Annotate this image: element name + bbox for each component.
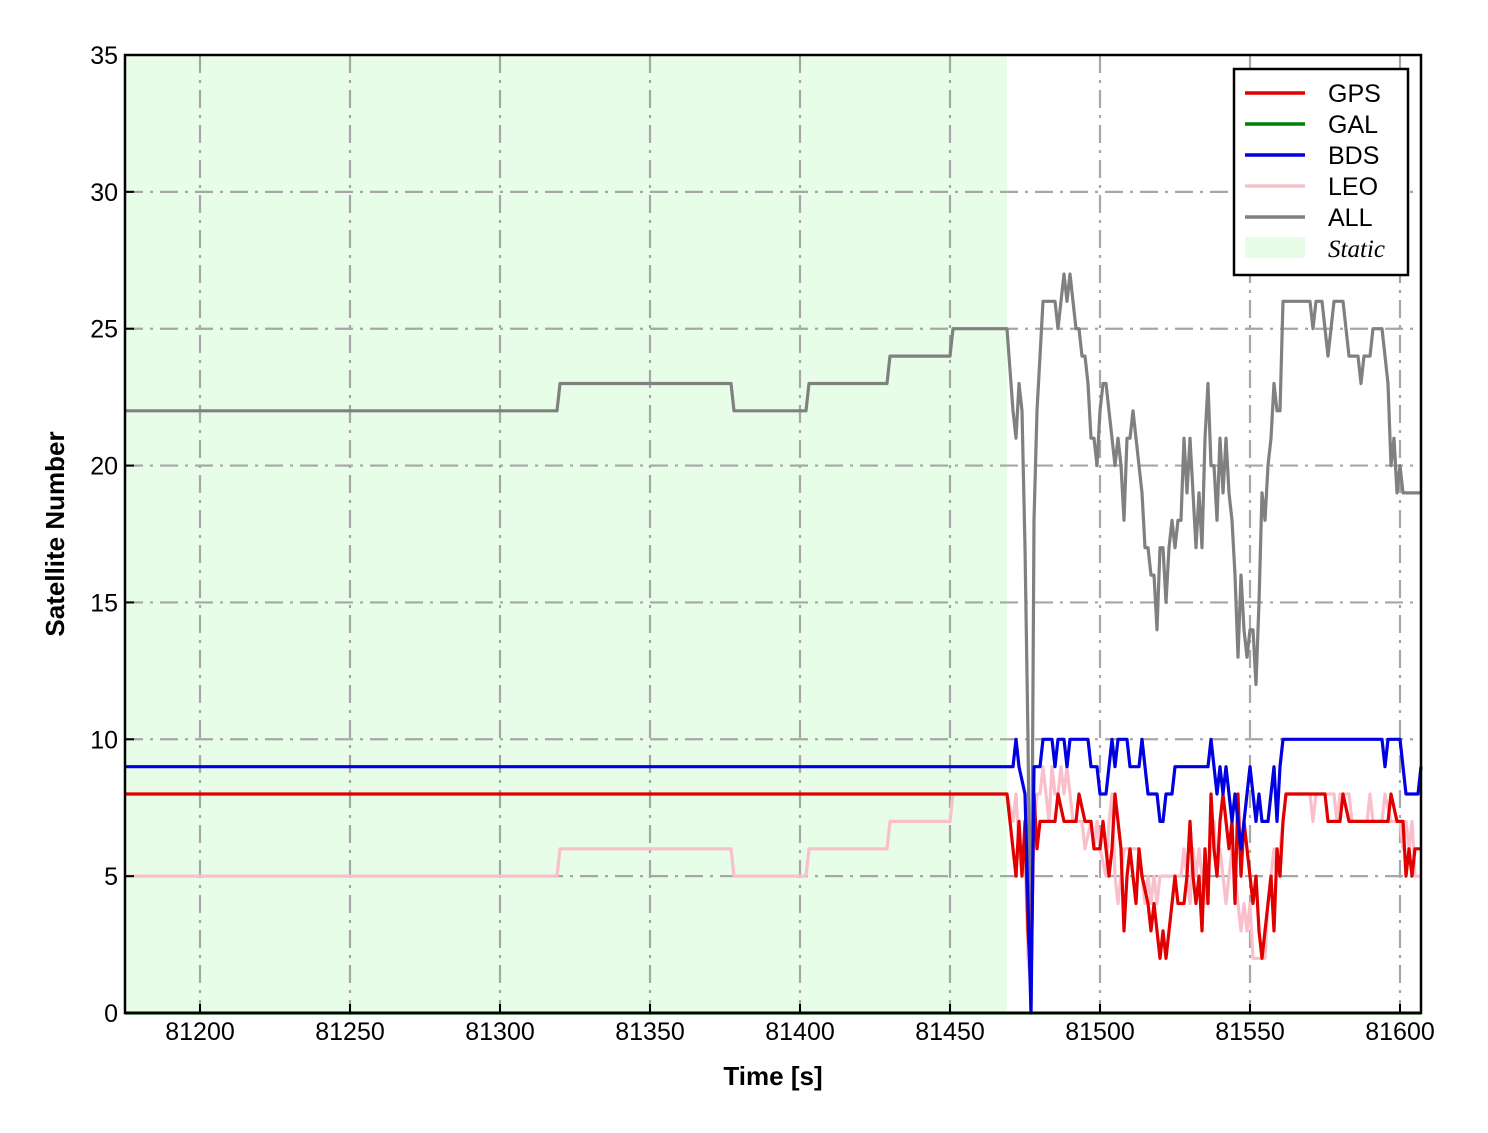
legend-label-static: Static (1328, 236, 1385, 263)
legend-swatch-static (1245, 237, 1305, 258)
x-tick-label: 81450 (915, 1018, 985, 1046)
y-tick-label: 10 (90, 726, 118, 754)
y-tick-label: 25 (90, 316, 118, 344)
x-tick-label: 81300 (465, 1018, 535, 1046)
plot-frame (123, 53, 1423, 1015)
x-tick-label: 81200 (165, 1018, 235, 1046)
x-tick-label: 81500 (1065, 1018, 1135, 1046)
x-tick-label: 81400 (765, 1018, 835, 1046)
tick-layer: 81200 81250 81300 81350 81400 81450 81500 81550… (90, 42, 1435, 1046)
y-tick-label: 0 (104, 1000, 118, 1028)
legend-label-gps: GPS (1328, 80, 1381, 108)
static-region-layer (125, 55, 1007, 1013)
x-tick-label: 81250 (315, 1018, 385, 1046)
y-tick-label: 35 (90, 42, 118, 70)
legend-label-gal: GAL (1328, 111, 1378, 139)
y-tick-label: 20 (90, 453, 118, 481)
legend: GPS GAL BDS LEO ALL Static (1232, 67, 1410, 277)
legend-label-all: ALL (1328, 204, 1373, 232)
legend-label-bds: BDS (1328, 142, 1379, 170)
y-tick-label: 15 (90, 589, 118, 617)
series-line-bds (125, 737, 1423, 1015)
legend-label-leo: LEO (1328, 173, 1378, 201)
x-axis-title: Time [s] (723, 1061, 822, 1091)
x-tick-label: 81600 (1365, 1018, 1435, 1046)
x-tick-label: 81550 (1215, 1018, 1285, 1046)
y-tick-label: 30 (90, 179, 118, 207)
y-axis-title: Satellite Number (40, 431, 70, 636)
y-tick-label: 5 (104, 863, 118, 891)
static-region (125, 55, 1007, 1013)
series-line-all (125, 272, 1421, 1015)
series-line-gps (125, 792, 1421, 988)
x-tick-label: 81350 (615, 1018, 685, 1046)
